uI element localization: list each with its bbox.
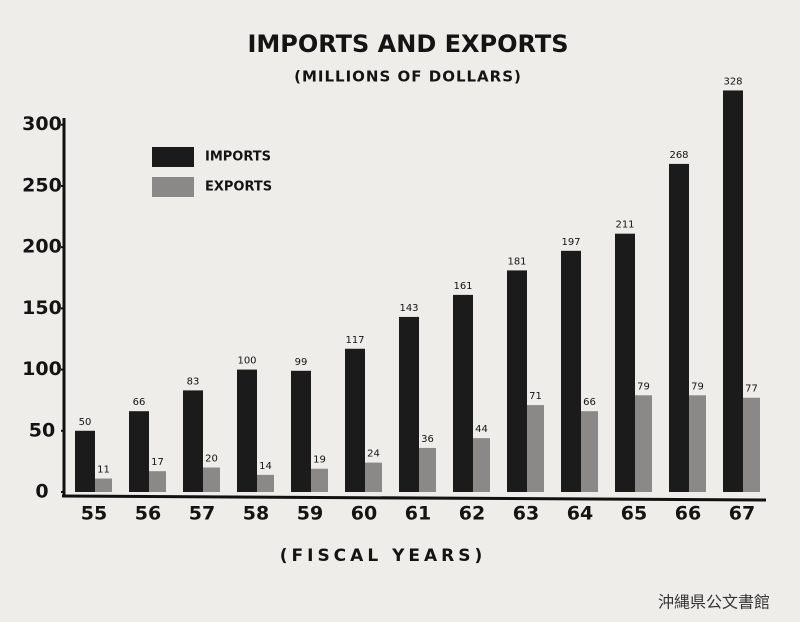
x-tick-label: 55 bbox=[81, 503, 107, 525]
bar bbox=[743, 397, 760, 492]
legend-swatch bbox=[152, 177, 194, 197]
value-label: 44 bbox=[475, 424, 488, 435]
value-label: 17 bbox=[151, 457, 164, 468]
value-label: 268 bbox=[669, 150, 688, 161]
value-label: 20 bbox=[205, 454, 218, 465]
bar bbox=[183, 390, 203, 492]
value-label: 143 bbox=[399, 303, 418, 314]
bar bbox=[149, 471, 166, 492]
x-tick-label: 64 bbox=[567, 503, 593, 525]
value-label: 36 bbox=[421, 434, 434, 445]
value-label: 197 bbox=[561, 237, 580, 248]
bar bbox=[723, 90, 743, 492]
bar bbox=[291, 370, 311, 492]
value-label: 161 bbox=[453, 281, 472, 292]
value-label: 100 bbox=[237, 356, 256, 367]
y-tick-label: 200 bbox=[22, 236, 62, 258]
legend-swatch bbox=[152, 147, 194, 167]
bar bbox=[635, 395, 652, 492]
x-axis-label: (FISCAL YEARS) bbox=[280, 546, 487, 566]
bar bbox=[669, 163, 689, 493]
bar bbox=[399, 316, 419, 492]
x-tick-label: 63 bbox=[513, 503, 539, 525]
x-tick-label: 58 bbox=[243, 503, 269, 525]
value-label: 117 bbox=[345, 335, 364, 346]
bar bbox=[311, 468, 328, 492]
bar bbox=[237, 369, 257, 492]
value-label: 50 bbox=[79, 417, 92, 428]
value-label: 79 bbox=[691, 381, 704, 392]
bar bbox=[365, 462, 382, 492]
x-tick-label: 67 bbox=[729, 503, 755, 525]
bar bbox=[527, 405, 544, 492]
y-tick-label: 250 bbox=[22, 174, 62, 196]
chart-title: IMPORTS AND EXPORTS bbox=[247, 30, 568, 58]
x-tick-label: 65 bbox=[621, 503, 647, 525]
bar bbox=[345, 348, 365, 492]
y-tick-label: 100 bbox=[22, 358, 62, 380]
x-tick-label: 56 bbox=[135, 503, 161, 525]
value-label: 83 bbox=[187, 376, 200, 387]
bar bbox=[75, 430, 95, 492]
bar bbox=[581, 411, 598, 492]
bar bbox=[689, 395, 706, 492]
value-label: 79 bbox=[637, 381, 650, 392]
bar bbox=[129, 411, 149, 492]
bar bbox=[95, 478, 112, 492]
x-tick-label: 61 bbox=[405, 503, 431, 525]
x-tick-label: 59 bbox=[297, 503, 323, 525]
bar bbox=[419, 447, 436, 492]
value-label: 328 bbox=[723, 76, 742, 87]
y-tick-label: 300 bbox=[22, 113, 62, 135]
bar bbox=[561, 250, 581, 492]
bar bbox=[203, 467, 220, 492]
bar bbox=[257, 474, 274, 492]
watermark: 沖縄県公文書館 bbox=[658, 593, 770, 612]
x-tick-label: 60 bbox=[351, 503, 377, 525]
x-axis bbox=[61, 494, 767, 502]
value-label: 77 bbox=[745, 384, 758, 395]
legend-label: EXPORTS bbox=[205, 180, 272, 195]
value-label: 11 bbox=[97, 465, 110, 476]
bar bbox=[453, 294, 473, 492]
x-tick-label: 57 bbox=[189, 503, 215, 525]
bar bbox=[507, 270, 527, 492]
bar bbox=[615, 233, 635, 492]
x-tick-label: 66 bbox=[675, 503, 701, 525]
value-label: 19 bbox=[313, 455, 326, 466]
value-label: 66 bbox=[133, 397, 146, 408]
y-tick-label: 150 bbox=[22, 297, 62, 319]
x-tick-label: 62 bbox=[459, 503, 485, 525]
value-label: 211 bbox=[615, 220, 634, 231]
bar bbox=[473, 438, 490, 492]
y-tick-label: 50 bbox=[29, 419, 55, 441]
value-label: 14 bbox=[259, 461, 272, 472]
value-label: 24 bbox=[367, 449, 380, 460]
value-label: 66 bbox=[583, 397, 596, 408]
value-label: 99 bbox=[295, 357, 308, 368]
y-tick-label: 0 bbox=[35, 481, 48, 503]
value-label: 181 bbox=[507, 256, 526, 267]
value-label: 71 bbox=[529, 391, 542, 402]
chart-subtitle: (MILLIONS OF DOLLARS) bbox=[294, 68, 522, 86]
legend-label: IMPORTS bbox=[205, 150, 271, 165]
